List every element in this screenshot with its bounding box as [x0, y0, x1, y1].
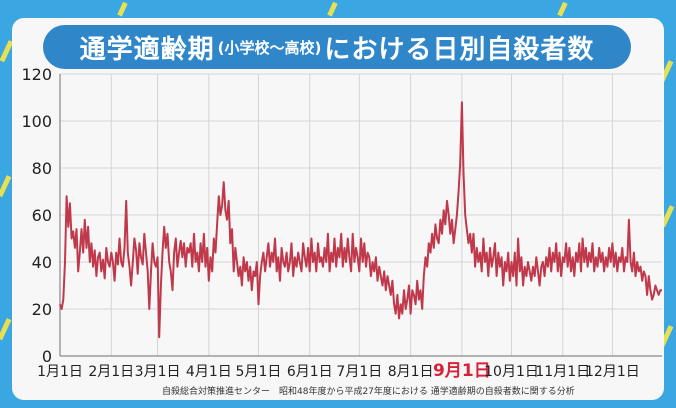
x-tick-label: 12月1日 [585, 364, 640, 380]
x-tick-label: 1月1日 [37, 364, 83, 380]
title-main-after: における日別自殺者数 [324, 34, 595, 65]
y-tick-label: 120 [21, 65, 52, 84]
chart-title: 通学適齢期 (小学校〜高校) における日別自殺者数 [43, 25, 631, 69]
x-tick-label: 7月1日 [336, 364, 382, 380]
y-tick-label: 100 [21, 112, 52, 131]
source-note: 自殺総合対策推進センター 昭和48年度から平成27年度における 通学適齢期の自殺… [162, 387, 575, 397]
x-tick-label: 3月1日 [135, 364, 181, 380]
x-tick-label: 4月1日 [186, 364, 232, 380]
series-line [59, 101, 662, 339]
title-subtitle: (小学校〜高校) [217, 38, 322, 57]
title-main-before: 通学適齢期 [79, 34, 215, 65]
x-tick-label: 11月1日 [535, 364, 590, 380]
x-tick-label: 6月1日 [287, 364, 333, 380]
y-tick-label: 80 [32, 159, 52, 178]
x-tick-label: 2月1日 [88, 364, 134, 380]
x-tick-label-highlight: 9月1日 [433, 361, 491, 381]
y-tick-label: 20 [32, 300, 52, 319]
chart-panel [12, 18, 664, 400]
y-tick-label: 0 [42, 347, 52, 366]
x-tick-label: 8月1日 [388, 364, 434, 380]
y-tick-label: 40 [32, 253, 52, 272]
x-tick-label: 10月1日 [484, 364, 539, 380]
x-tick-label: 5月1日 [236, 364, 282, 380]
y-tick-label: 60 [32, 206, 52, 225]
